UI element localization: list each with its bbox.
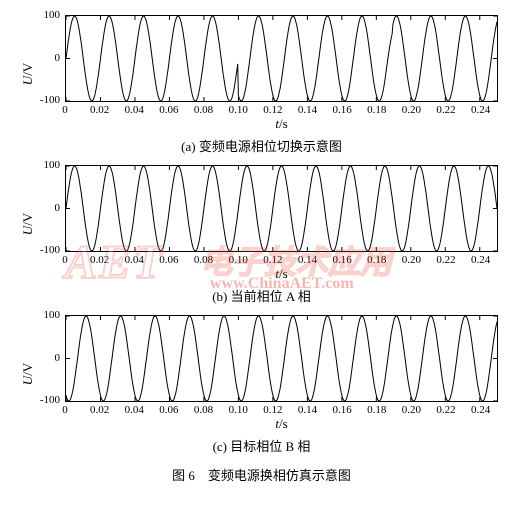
x-tick-label: 0.20	[402, 104, 421, 116]
x-tick-label: 0	[62, 254, 68, 266]
x-tick-label: 0.04	[125, 404, 144, 416]
x-tick-label: 0.18	[367, 254, 386, 266]
x-tick-label: 0.12	[263, 404, 282, 416]
x-tick-label: 0.04	[125, 254, 144, 266]
x-tick-label: 0.14	[298, 404, 317, 416]
x-tick-label: 0.08	[194, 404, 213, 416]
x-tick-label: 0.02	[90, 254, 109, 266]
y-tick-label: 0	[55, 202, 61, 214]
x-tick-label: 0.16	[332, 254, 351, 266]
sub-caption-b: (b) 当前相位 A 相	[10, 286, 513, 305]
chart-box	[65, 15, 498, 102]
x-tick-label: 0.16	[332, 104, 351, 116]
x-tick-label: 0.18	[367, 404, 386, 416]
x-tick-label: 0.20	[402, 404, 421, 416]
x-tick-label: 0.12	[263, 254, 282, 266]
x-tick-label: 0.18	[367, 104, 386, 116]
x-tick-label: 0.22	[436, 104, 455, 116]
x-tick-label: 0.02	[90, 104, 109, 116]
x-tick-label: 0.06	[159, 254, 178, 266]
x-axis-label: t/s	[65, 266, 498, 282]
x-tick-label: 0.14	[298, 104, 317, 116]
y-tick-label: -100	[40, 244, 60, 256]
y-tick-label: 0	[55, 352, 61, 364]
x-axis-label: t/s	[65, 416, 498, 432]
y-tick-label: -100	[40, 94, 60, 106]
y-tick-label: 100	[44, 309, 61, 321]
waveform	[66, 16, 497, 101]
y-tick-label: 0	[55, 52, 61, 64]
y-tick-label: 100	[44, 9, 61, 21]
panel-a: U/V-100010000.020.040.060.080.100.120.14…	[10, 15, 513, 155]
y-tick-label: -100	[40, 394, 60, 406]
x-tick-label: 0	[62, 104, 68, 116]
y-tick-label: 100	[44, 159, 61, 171]
x-tick-label: 0.22	[436, 404, 455, 416]
waveform	[66, 166, 497, 251]
x-tick-label: 0.16	[332, 404, 351, 416]
chart-box	[65, 315, 498, 402]
chart-box	[65, 165, 498, 252]
panel-b: U/V-100010000.020.040.060.080.100.120.14…	[10, 165, 513, 305]
x-tick-label: 0.24	[471, 404, 490, 416]
x-tick-label: 0.02	[90, 404, 109, 416]
x-tick-label: 0.14	[298, 254, 317, 266]
x-axis-label: t/s	[65, 116, 498, 132]
sub-caption-c: (c) 目标相位 B 相	[10, 436, 513, 455]
x-tick-label: 0.10	[229, 404, 248, 416]
x-tick-label: 0.10	[229, 254, 248, 266]
x-tick-label: 0.22	[436, 254, 455, 266]
sub-caption-a: (a) 变频电源相位切换示意图	[10, 136, 513, 155]
figure-caption: 图 6 变频电源换相仿真示意图	[10, 465, 513, 484]
x-tick-label: 0.06	[159, 404, 178, 416]
x-tick-label: 0.04	[125, 104, 144, 116]
x-tick-label: 0.12	[263, 104, 282, 116]
x-tick-label: 0	[62, 404, 68, 416]
x-tick-label: 0.24	[471, 104, 490, 116]
x-tick-label: 0.08	[194, 254, 213, 266]
x-tick-label: 0.06	[159, 104, 178, 116]
waveform	[66, 316, 497, 401]
x-tick-label: 0.08	[194, 104, 213, 116]
x-tick-label: 0.10	[229, 104, 248, 116]
panel-c: U/V-100010000.020.040.060.080.100.120.14…	[10, 315, 513, 455]
x-tick-label: 0.24	[471, 254, 490, 266]
x-tick-label: 0.20	[402, 254, 421, 266]
